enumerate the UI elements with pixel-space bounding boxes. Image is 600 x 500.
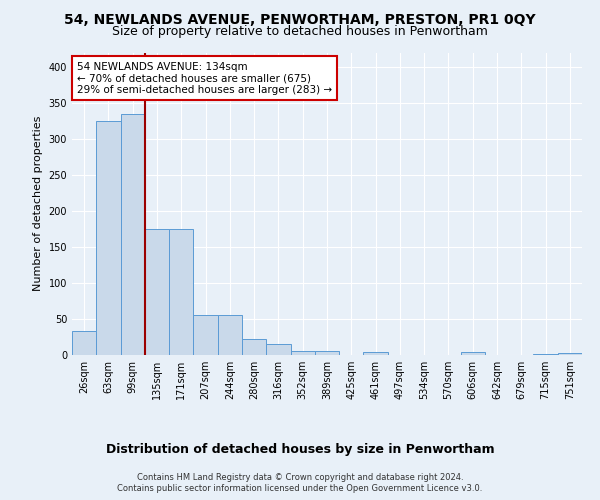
Bar xyxy=(96,121,121,355)
Text: 54, NEWLANDS AVENUE, PENWORTHAM, PRESTON, PR1 0QY: 54, NEWLANDS AVENUE, PENWORTHAM, PRESTON… xyxy=(64,12,536,26)
Bar xyxy=(364,352,388,355)
Bar xyxy=(218,316,242,355)
Y-axis label: Number of detached properties: Number of detached properties xyxy=(33,116,43,292)
Text: 54 NEWLANDS AVENUE: 134sqm
← 70% of detached houses are smaller (675)
29% of sem: 54 NEWLANDS AVENUE: 134sqm ← 70% of deta… xyxy=(77,62,332,95)
Bar xyxy=(533,354,558,355)
Bar xyxy=(266,344,290,355)
Bar xyxy=(558,353,582,355)
Bar xyxy=(290,352,315,355)
Text: Size of property relative to detached houses in Penwortham: Size of property relative to detached ho… xyxy=(112,25,488,38)
Text: Distribution of detached houses by size in Penwortham: Distribution of detached houses by size … xyxy=(106,442,494,456)
Text: Contains HM Land Registry data © Crown copyright and database right 2024.: Contains HM Land Registry data © Crown c… xyxy=(137,472,463,482)
Bar xyxy=(145,229,169,355)
Text: Contains public sector information licensed under the Open Government Licence v3: Contains public sector information licen… xyxy=(118,484,482,493)
Bar xyxy=(121,114,145,355)
Bar xyxy=(461,352,485,355)
Bar xyxy=(193,316,218,355)
Bar xyxy=(242,339,266,355)
Bar xyxy=(315,352,339,355)
Bar xyxy=(72,331,96,355)
Bar xyxy=(169,229,193,355)
